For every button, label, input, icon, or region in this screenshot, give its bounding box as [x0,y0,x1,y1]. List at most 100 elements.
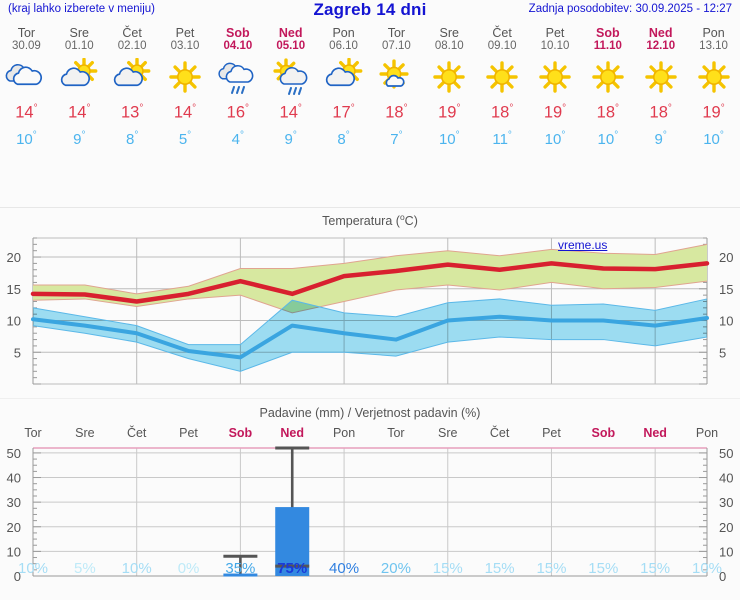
min-temperature: 8° [337,129,350,148]
max-temperature: 13° [120,103,144,122]
day-date: 11.10 [593,40,622,52]
max-temperature: 19° [702,103,725,122]
partly-sunny-icon [318,57,370,97]
min-temperature: 4° [231,129,245,148]
day-name: Ned [278,26,303,40]
sunny-icon [529,57,581,97]
min-temperature: 10° [16,129,37,148]
svg-text:10: 10 [7,314,21,329]
watermark-link[interactable]: vreme.us [558,238,608,252]
sunny-icon [476,57,528,97]
day-date: 07.10 [382,40,411,52]
day-name: Pon [332,26,355,40]
precipitation-day-label: Pon [332,426,356,440]
max-temperature: 18° [490,103,514,122]
sunny-icon [688,57,740,97]
precipitation-probability-value: 15% [484,560,515,577]
precipitation-day-label: Tor [387,426,405,440]
max-temperature: 17° [332,103,355,122]
min-temperature: 11° [492,129,512,148]
day-column[interactable]: Tor 07.10 18° 7° [370,26,422,151]
precipitation-day-label: Sre [75,426,95,440]
day-date: 04.10 [223,40,253,52]
svg-text:20: 20 [719,520,733,535]
day-date: 10.10 [540,40,570,52]
max-temperature: 14° [173,103,197,122]
temperature-plot: 5 5 10 10 15 15 20 20 [7,237,733,385]
precipitation-day-label: Sre [438,426,458,440]
partly-sunny-icon [106,57,158,97]
svg-text:10: 10 [7,544,21,559]
day-date: 12.10 [646,40,676,52]
precipitation-probability-value: 75% [277,560,308,577]
daily-forecast-strip: Tor 30.09 14° 10° Sre 01.10 14° 9° Čet 02.10 13° 8°… [0,26,740,161]
sunny-icon [159,57,211,97]
sun-rain-icon [265,57,317,97]
day-column[interactable]: Pet 10.10 19° 10° [529,26,581,151]
min-temperature: 5° [178,129,192,148]
precipitation-probability-value: 40% [329,560,360,577]
day-column[interactable]: Sre 01.10 14° 9° [53,26,105,151]
svg-text:50: 50 [719,446,733,461]
min-temperature: 10° [544,129,566,148]
max-temperature: 19° [543,103,567,122]
svg-text:10: 10 [719,544,733,559]
max-temperature: 14° [279,103,302,122]
day-name: Pon [702,26,725,40]
day-date: 09.10 [487,40,517,52]
precipitation-probability-value: 15% [536,560,567,577]
day-column[interactable]: Sre 08.10 19° 10° [423,26,475,151]
svg-text:20: 20 [7,520,21,535]
day-date: 01.10 [64,40,94,52]
day-name: Ned [648,26,673,40]
day-column[interactable]: Čet 02.10 13° 8° [106,26,158,151]
svg-text:0: 0 [14,569,21,584]
min-temperature: 10° [597,129,619,148]
day-name: Pet [545,26,565,40]
last-updated-label: Zadnja posodobitev: 30.09.2025 - 12:27 [528,3,732,15]
day-date: 06.10 [329,40,358,52]
page-title: Zagreb 14 dni [313,0,427,19]
max-temperature: 18° [596,103,620,122]
day-column[interactable]: Čet 09.10 18° 11° [476,26,528,151]
svg-text:30: 30 [7,495,21,510]
svg-text:10: 10 [719,314,733,329]
precipitation-probability-value: 0% [177,560,200,577]
max-temperature: 19° [438,103,461,122]
sun-small-cloud-icon [370,57,422,97]
temperature-chart-title: Temperatura (oC) [322,212,418,229]
section-divider-2 [0,398,740,399]
precipitation-day-label: Ned [280,426,305,440]
svg-text:20: 20 [7,250,21,265]
day-column[interactable]: Pon 06.10 17° 8° [318,26,370,151]
svg-text:20: 20 [719,250,733,265]
precipitation-day-label: Čet [489,426,510,440]
precipitation-probability-value: 10% [121,560,152,577]
precipitation-chart-title: Padavine (mm) / Verjetnost padavin (%) [259,406,481,420]
precipitation-probability-value: 10% [691,560,723,577]
day-column[interactable]: Ned 05.10 14° 9° [265,26,317,151]
day-column[interactable]: Tor 30.09 14° 10° [0,26,52,151]
day-column[interactable]: Sob 04.10 16° 4° [212,26,264,151]
day-column[interactable]: Pet 03.10 14° 5° [159,26,211,151]
max-temperature: 14° [15,103,38,122]
precipitation-probability-value: 15% [640,560,671,577]
precipitation-day-label: Pet [542,426,561,440]
svg-text:50: 50 [7,446,21,461]
precipitation-probability-value: 20% [380,560,411,577]
day-column[interactable]: Sob 11.10 18° 10° [582,26,634,151]
precipitation-probability-value: 35% [225,560,256,577]
day-column[interactable]: Ned 12.10 18° 9° [635,26,687,151]
day-name: Čet [122,26,142,40]
max-temperature: 16° [226,103,250,122]
min-temperature: 9° [654,129,667,148]
precipitation-day-label: Sob [228,426,253,440]
min-temperature: 10° [438,129,460,148]
precipitation-plot: 0 0 10 10 20 20 30 30 40 40 50 50 [7,446,734,584]
sunny-icon [582,57,634,97]
precipitation-probability-value: 5% [74,560,96,577]
precipitation-probability-value: 10% [17,560,49,577]
min-temperature: 9° [284,129,297,148]
day-column[interactable]: Pon 13.10 19° 10° [688,26,740,151]
